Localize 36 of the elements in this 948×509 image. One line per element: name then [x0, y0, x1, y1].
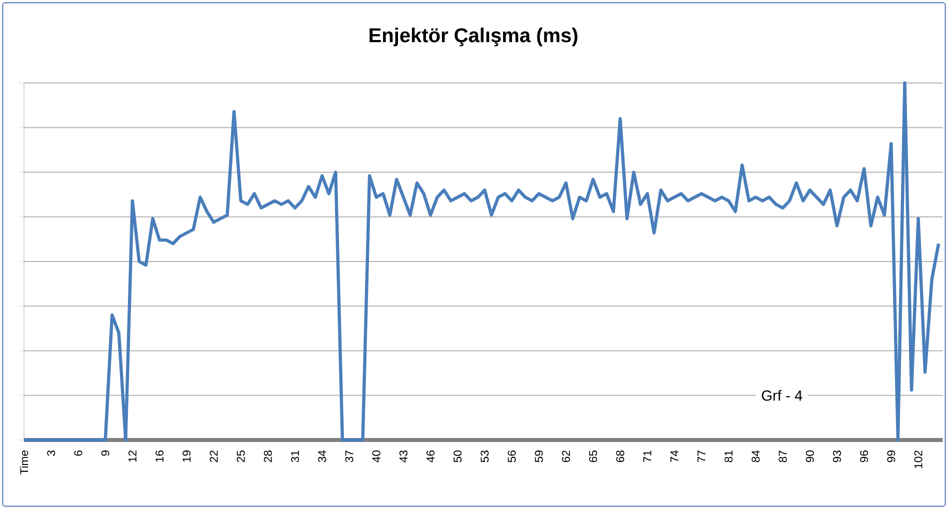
annotation: Grf - 4 — [762, 390, 802, 401]
x-tick-label: 93 — [832, 450, 841, 462]
x-tick-label: Time — [20, 450, 28, 475]
x-tick-label: 16 — [156, 450, 164, 462]
x-tick-label: 50 — [454, 450, 462, 462]
x-tick-label: 3 — [47, 450, 56, 456]
x-tick-label: 31 — [291, 450, 300, 462]
x-tick-label: 37 — [345, 450, 354, 462]
x-tick-label: 74 — [670, 450, 678, 462]
x-tick-label: 43 — [399, 450, 408, 462]
x-tick-label: 9 — [101, 450, 110, 456]
x-tick-label: 19 — [182, 450, 191, 462]
x-tick-label: 87 — [778, 450, 787, 462]
x-tick-label: 40 — [372, 450, 380, 462]
x-tick-label: 12 — [128, 450, 136, 462]
x-tick-label: 81 — [724, 450, 733, 462]
x-tick-label: 46 — [426, 450, 435, 462]
x-tick-label: 25 — [236, 450, 245, 462]
x-tick-label: 68 — [616, 450, 624, 462]
x-tick-label: 59 — [534, 450, 543, 462]
x-tick-label: 84 — [752, 450, 760, 462]
x-tick-label: 53 — [480, 450, 489, 462]
x-tick-label: 28 — [264, 450, 272, 462]
x-tick-label: 71 — [643, 450, 652, 462]
x-tick-label: 56 — [508, 450, 516, 462]
x-tick-label: 90 — [806, 450, 814, 462]
x-tick-label: 99 — [887, 450, 896, 462]
chart-title: Enjektör Çalışma (ms) — [370, 28, 578, 46]
x-tick-label: 34 — [318, 450, 326, 462]
x-tick-label: 102 — [914, 450, 922, 468]
x-tick-label: 62 — [562, 450, 570, 462]
x-tick-label: 96 — [860, 450, 868, 462]
x-tick-label: 22 — [210, 450, 218, 462]
x-tick-label: 6 — [74, 450, 82, 456]
x-tick-label: 77 — [698, 450, 706, 462]
x-tick-label: 65 — [589, 450, 598, 462]
